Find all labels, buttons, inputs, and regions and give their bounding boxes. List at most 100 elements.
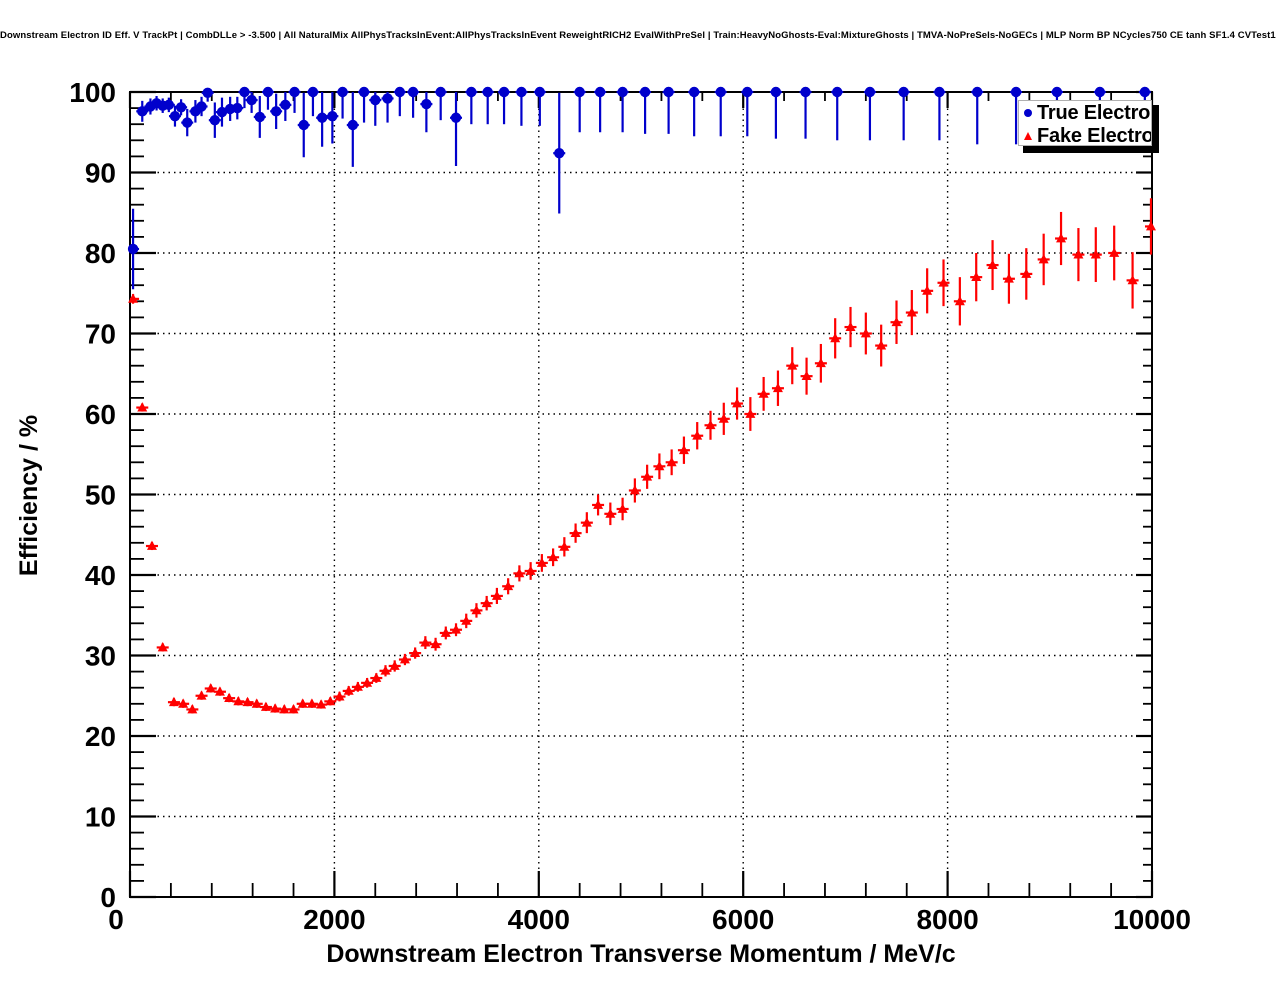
data-point	[970, 253, 983, 302]
data-point	[162, 97, 175, 113]
y-tick-label: 70	[85, 319, 116, 350]
data-point	[757, 376, 770, 411]
data-point	[799, 86, 812, 139]
data-point	[937, 259, 950, 307]
data-point	[326, 92, 339, 144]
data-point	[450, 623, 463, 637]
data-point	[223, 692, 236, 703]
data-point	[628, 478, 641, 503]
data-point	[370, 672, 383, 683]
legend[interactable]: True Electron Fake Electron	[1018, 100, 1159, 153]
data-point	[279, 92, 292, 121]
x-tick-label: 0	[108, 904, 124, 935]
data-point	[800, 357, 813, 395]
data-point	[434, 86, 447, 121]
data-point	[921, 268, 934, 314]
data-point	[231, 96, 244, 120]
grid-lines	[130, 92, 1152, 897]
data-point	[890, 300, 903, 344]
series-fake-electron	[128, 198, 1156, 714]
data-point	[691, 422, 704, 450]
data-point	[558, 537, 571, 557]
data-point	[859, 312, 872, 355]
data-point	[933, 86, 946, 141]
data-point	[213, 686, 226, 696]
data-point	[388, 660, 401, 672]
data-point	[863, 86, 876, 141]
data-point	[195, 690, 208, 700]
data-point	[156, 642, 169, 652]
data-point	[409, 647, 422, 659]
data-point	[361, 677, 374, 688]
data-point	[167, 696, 180, 707]
data-point	[208, 102, 221, 138]
data-point	[168, 105, 181, 127]
data-point	[535, 554, 548, 572]
data-point	[288, 86, 301, 113]
data-point	[1020, 248, 1033, 300]
data-point	[315, 699, 328, 709]
data-point	[439, 626, 452, 640]
data-point	[524, 562, 537, 580]
data-point	[569, 523, 582, 543]
data-point	[533, 86, 546, 126]
data-point	[953, 277, 966, 326]
data-point	[238, 86, 251, 109]
data-point	[714, 86, 727, 137]
legend-entry-true-electron[interactable]: True Electron	[1019, 101, 1151, 124]
data-point	[181, 108, 194, 137]
y-tick-label: 100	[69, 77, 116, 108]
data-point	[305, 698, 318, 708]
y-tick-label: 50	[85, 480, 116, 511]
y-tick-label: 60	[85, 399, 116, 430]
data-point	[393, 86, 406, 117]
y-tick-label: 30	[85, 641, 116, 672]
data-point	[1002, 253, 1015, 304]
data-point	[186, 704, 199, 714]
data-point	[253, 96, 266, 138]
data-point	[336, 86, 349, 119]
data-point	[127, 208, 140, 290]
data-point	[829, 318, 842, 359]
data-point	[177, 698, 190, 708]
data-point	[481, 86, 494, 125]
data-point	[316, 92, 329, 147]
data-point	[342, 685, 355, 696]
data-point	[351, 681, 364, 692]
data-point	[490, 587, 503, 604]
data-point	[1055, 211, 1068, 266]
data-point	[1144, 198, 1156, 255]
data-point	[502, 578, 515, 595]
data-point	[241, 696, 254, 707]
plot-frame	[129, 91, 1153, 898]
data-point	[324, 695, 337, 706]
data-point	[769, 86, 782, 139]
data-point	[875, 324, 888, 367]
data-point	[677, 436, 690, 464]
data-point	[358, 86, 371, 123]
data-point	[662, 86, 675, 134]
data-point	[513, 565, 526, 582]
data-point	[616, 86, 629, 133]
data-point	[653, 453, 666, 480]
triangle-marker-icon	[1019, 124, 1037, 145]
legend-entry-fake-electron[interactable]: Fake Electron	[1019, 124, 1151, 145]
y-tick-label: 20	[85, 721, 116, 752]
data-point	[245, 92, 258, 113]
data-point	[1089, 227, 1102, 282]
data-point	[498, 86, 511, 125]
data-point	[665, 449, 678, 476]
data-point	[261, 86, 274, 110]
y-tick-label: 80	[85, 238, 116, 269]
data-point	[269, 703, 282, 713]
data-point	[460, 613, 473, 629]
data-point	[844, 306, 857, 348]
data-point	[1037, 233, 1050, 286]
axis-tick-labels: 0 10 20 30 40 50 60 70 80 90 100 0 2000 4000 6000 8000 1…	[69, 77, 1191, 935]
data-point	[450, 92, 463, 167]
data-point	[465, 86, 478, 125]
data-point	[204, 683, 217, 693]
data-point	[201, 87, 214, 102]
